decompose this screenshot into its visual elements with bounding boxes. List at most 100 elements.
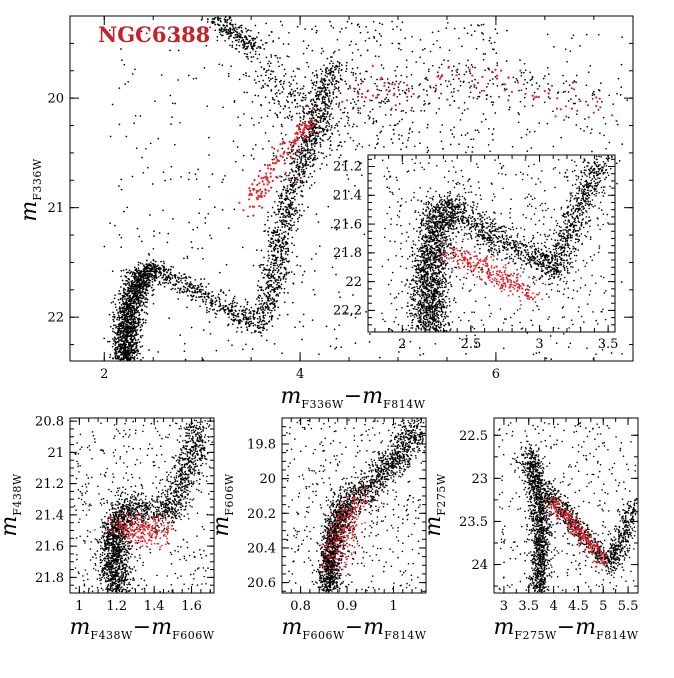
star-point	[109, 135, 112, 138]
star-point	[261, 311, 264, 314]
star-point	[149, 279, 152, 282]
star-point	[198, 290, 201, 292]
star-point	[319, 167, 322, 170]
star-point	[207, 282, 210, 285]
star-point	[154, 100, 156, 103]
star-point	[458, 37, 460, 40]
star-point	[311, 124, 314, 127]
star-point	[290, 116, 293, 119]
star-point	[123, 355, 125, 357]
star-point	[174, 284, 176, 287]
star-point	[474, 129, 477, 132]
star-point	[195, 77, 198, 80]
star-point	[358, 88, 361, 91]
star-point	[470, 24, 473, 26]
star-point	[338, 65, 341, 67]
star-point	[156, 265, 158, 268]
star-point	[230, 313, 233, 315]
star-point	[288, 114, 291, 117]
star-point	[547, 96, 550, 98]
star-point	[116, 325, 118, 328]
star-point	[323, 157, 326, 159]
star-point	[125, 343, 127, 346]
star-point	[520, 136, 523, 139]
star-point	[304, 123, 307, 127]
star-point	[187, 289, 190, 292]
star-point	[266, 183, 269, 186]
star-point	[218, 17, 221, 20]
star-point	[291, 251, 294, 254]
star-point	[203, 278, 206, 280]
star-point	[484, 118, 487, 121]
star-point	[115, 326, 117, 329]
star-point	[220, 29, 223, 31]
star-point	[261, 206, 264, 209]
star-point	[288, 179, 291, 182]
star-point	[224, 175, 226, 177]
star-point	[316, 157, 319, 160]
star-point	[445, 27, 448, 29]
star-point	[279, 105, 282, 108]
star-point	[548, 89, 551, 92]
star-point	[322, 50, 325, 53]
star-point	[472, 96, 475, 99]
star-point	[166, 277, 169, 280]
star-point	[296, 25, 299, 28]
star-point	[353, 101, 356, 103]
star-point	[319, 87, 321, 90]
star-point	[288, 210, 290, 212]
star-point	[338, 49, 340, 51]
star-point	[267, 260, 269, 262]
star-point	[131, 285, 134, 287]
star-point	[269, 290, 272, 293]
star-point	[124, 292, 127, 294]
star-point	[228, 310, 230, 312]
star-point	[298, 136, 301, 139]
star-point	[254, 37, 257, 40]
star-point	[329, 345, 332, 348]
star-point	[152, 293, 155, 296]
star-point	[231, 304, 233, 307]
star-point	[269, 302, 272, 305]
star-point	[257, 289, 259, 292]
star-point	[301, 99, 304, 102]
star-point	[261, 190, 264, 193]
star-point	[278, 103, 280, 105]
star-point	[570, 107, 574, 110]
star-point	[482, 113, 485, 115]
star-point	[137, 264, 140, 266]
star-point	[239, 124, 242, 127]
star-point	[272, 267, 275, 269]
star-point	[219, 304, 222, 307]
star-point	[136, 341, 139, 344]
star-point	[348, 85, 351, 88]
star-point	[272, 275, 275, 278]
star-point	[145, 270, 148, 273]
star-point	[256, 75, 259, 78]
star-point	[143, 311, 146, 314]
star-point	[116, 337, 119, 339]
star-point	[258, 121, 260, 124]
star-point	[112, 342, 115, 345]
star-point	[314, 88, 316, 91]
star-point	[523, 62, 526, 65]
star-point	[187, 74, 190, 77]
star-point	[246, 46, 248, 48]
star-point	[262, 316, 265, 318]
star-point	[197, 286, 200, 288]
star-point	[140, 270, 143, 273]
star-point	[166, 241, 169, 244]
star-point	[126, 301, 128, 304]
star-point	[198, 296, 200, 298]
star-point	[535, 352, 538, 354]
star-point	[157, 283, 160, 286]
star-point	[157, 267, 160, 270]
star-point	[288, 31, 290, 34]
star-point	[217, 16, 219, 19]
star-point	[300, 155, 303, 158]
star-point	[232, 319, 234, 322]
star-point	[267, 287, 270, 290]
star-point	[230, 65, 232, 68]
star-point	[312, 106, 315, 109]
star-point	[152, 247, 155, 250]
